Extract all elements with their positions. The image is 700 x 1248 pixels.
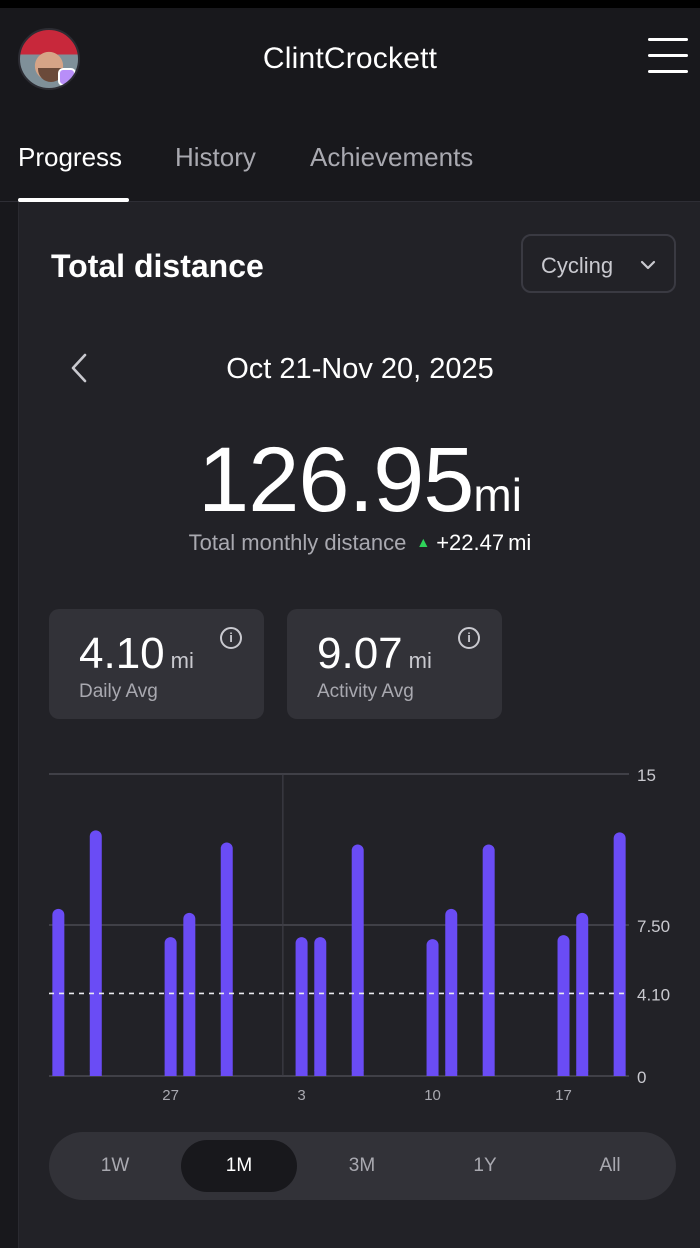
- chart-x-tick-label: 3: [297, 1087, 305, 1104]
- chart-bar: [482, 844, 495, 1076]
- status-strip: [0, 0, 700, 8]
- card-title: Total distance: [51, 248, 264, 284]
- chart-bar-base: [482, 1070, 495, 1076]
- range-option-all[interactable]: All: [599, 1155, 621, 1176]
- info-icon[interactable]: i: [458, 627, 480, 649]
- total-distance-caption: Total monthly distance: [188, 530, 407, 555]
- chart-bar: [613, 832, 626, 1076]
- avatar[interactable]: [18, 28, 80, 90]
- tab-progress[interactable]: Progress: [18, 142, 123, 172]
- tab-history[interactable]: History: [175, 142, 256, 172]
- avatar-badge-icon: [58, 68, 76, 86]
- previous-period-chevron-icon[interactable]: [67, 350, 97, 386]
- chart-x-tick-label: 10: [424, 1087, 441, 1104]
- sport-dropdown[interactable]: Cycling: [521, 234, 676, 293]
- sport-dropdown-value: Cycling: [541, 253, 614, 278]
- chart-y-tick-label: 0: [637, 1068, 646, 1087]
- chart-bar-base: [183, 1070, 196, 1076]
- distance-change-value: +22.47: [436, 530, 505, 555]
- chart-bar: [220, 842, 233, 1076]
- date-range-label: Oct 21-Nov 20, 2025: [226, 353, 494, 385]
- chart-bar-base: [220, 1070, 233, 1076]
- profile-username: ClintCrockett: [262, 42, 438, 75]
- distance-change-unit: mi: [508, 530, 532, 555]
- chart-bar-base: [351, 1070, 364, 1076]
- active-tab-indicator: [18, 198, 129, 202]
- total-distance-card: Total distance Cycling Oct 21-Nov 20, 20…: [18, 202, 700, 1248]
- chart-bar-base: [89, 1070, 102, 1076]
- chart-bar-base: [613, 1070, 626, 1076]
- activity-avg-unit: mi: [408, 648, 432, 673]
- chart-bar: [557, 935, 570, 1076]
- distance-bar-chart[interactable]: 0 4.10 7.50 15 27 3 10 17: [19, 762, 700, 1107]
- chart-bar: [426, 939, 439, 1076]
- chart-bar: [576, 912, 589, 1076]
- chart-bar-base: [557, 1070, 570, 1076]
- chart-bar: [351, 844, 364, 1076]
- time-range-selector: 1W 1M 3M 1Y All: [49, 1132, 676, 1200]
- total-distance-unit: mi: [473, 469, 522, 521]
- chart-bar: [52, 908, 65, 1076]
- range-option-1m[interactable]: 1M: [181, 1140, 297, 1192]
- chart-y-tick-label: 7.50: [637, 917, 670, 936]
- chart-bar-base: [314, 1070, 327, 1076]
- chart-bar: [445, 908, 458, 1076]
- info-icon[interactable]: i: [220, 627, 242, 649]
- chart-x-tick-label: 27: [162, 1087, 179, 1104]
- side-gutter: [0, 202, 18, 1248]
- chart-y-tick-label: 15: [637, 766, 656, 785]
- tab-achievements[interactable]: Achievements: [310, 142, 474, 172]
- chart-bar-base: [426, 1070, 439, 1076]
- daily-avg-unit: mi: [170, 648, 194, 673]
- daily-avg-value-row: 4.10 mi: [79, 629, 194, 679]
- header: ClintCrockett: [0, 8, 700, 108]
- chart-bar: [89, 830, 102, 1076]
- total-distance-number: 126.95: [198, 429, 474, 531]
- chart-y-tick-label: 4.10: [637, 985, 670, 1004]
- total-distance-value: 126.95mi: [19, 428, 700, 533]
- chart-bar: [164, 937, 177, 1076]
- chart-bar-base: [445, 1070, 458, 1076]
- chevron-down-icon: [639, 250, 657, 285]
- activity-avg-value-row: 9.07 mi: [317, 629, 432, 679]
- hamburger-menu-icon[interactable]: [648, 38, 688, 78]
- chart-bar-base: [164, 1070, 177, 1076]
- chart-x-tick-label: 17: [555, 1087, 572, 1104]
- daily-avg-label: Daily Avg: [79, 681, 158, 702]
- range-option-3m[interactable]: 3M: [348, 1155, 376, 1176]
- daily-avg-stat: 4.10 mi Daily Avg i: [49, 609, 264, 719]
- chart-bar-base: [576, 1070, 589, 1076]
- chart-bar: [314, 937, 327, 1076]
- daily-avg-value: 4.10: [79, 629, 165, 678]
- tab-bar: Progress History Achievements: [0, 108, 700, 202]
- chart-bar-base: [295, 1070, 308, 1076]
- chart-bar: [183, 912, 196, 1076]
- activity-avg-stat: 9.07 mi Activity Avg i: [287, 609, 502, 719]
- activity-avg-value: 9.07: [317, 629, 403, 678]
- total-distance-caption-row: Total monthly distance ▲ +22.47 mi: [19, 530, 700, 556]
- avatar-beard: [38, 68, 64, 82]
- up-arrow-icon: ▲: [416, 534, 431, 550]
- range-option-1w[interactable]: 1W: [100, 1155, 130, 1176]
- chart-bar-base: [52, 1070, 65, 1076]
- chart-bar: [295, 937, 308, 1076]
- range-option-1y[interactable]: 1Y: [473, 1155, 497, 1176]
- activity-avg-label: Activity Avg: [317, 681, 414, 702]
